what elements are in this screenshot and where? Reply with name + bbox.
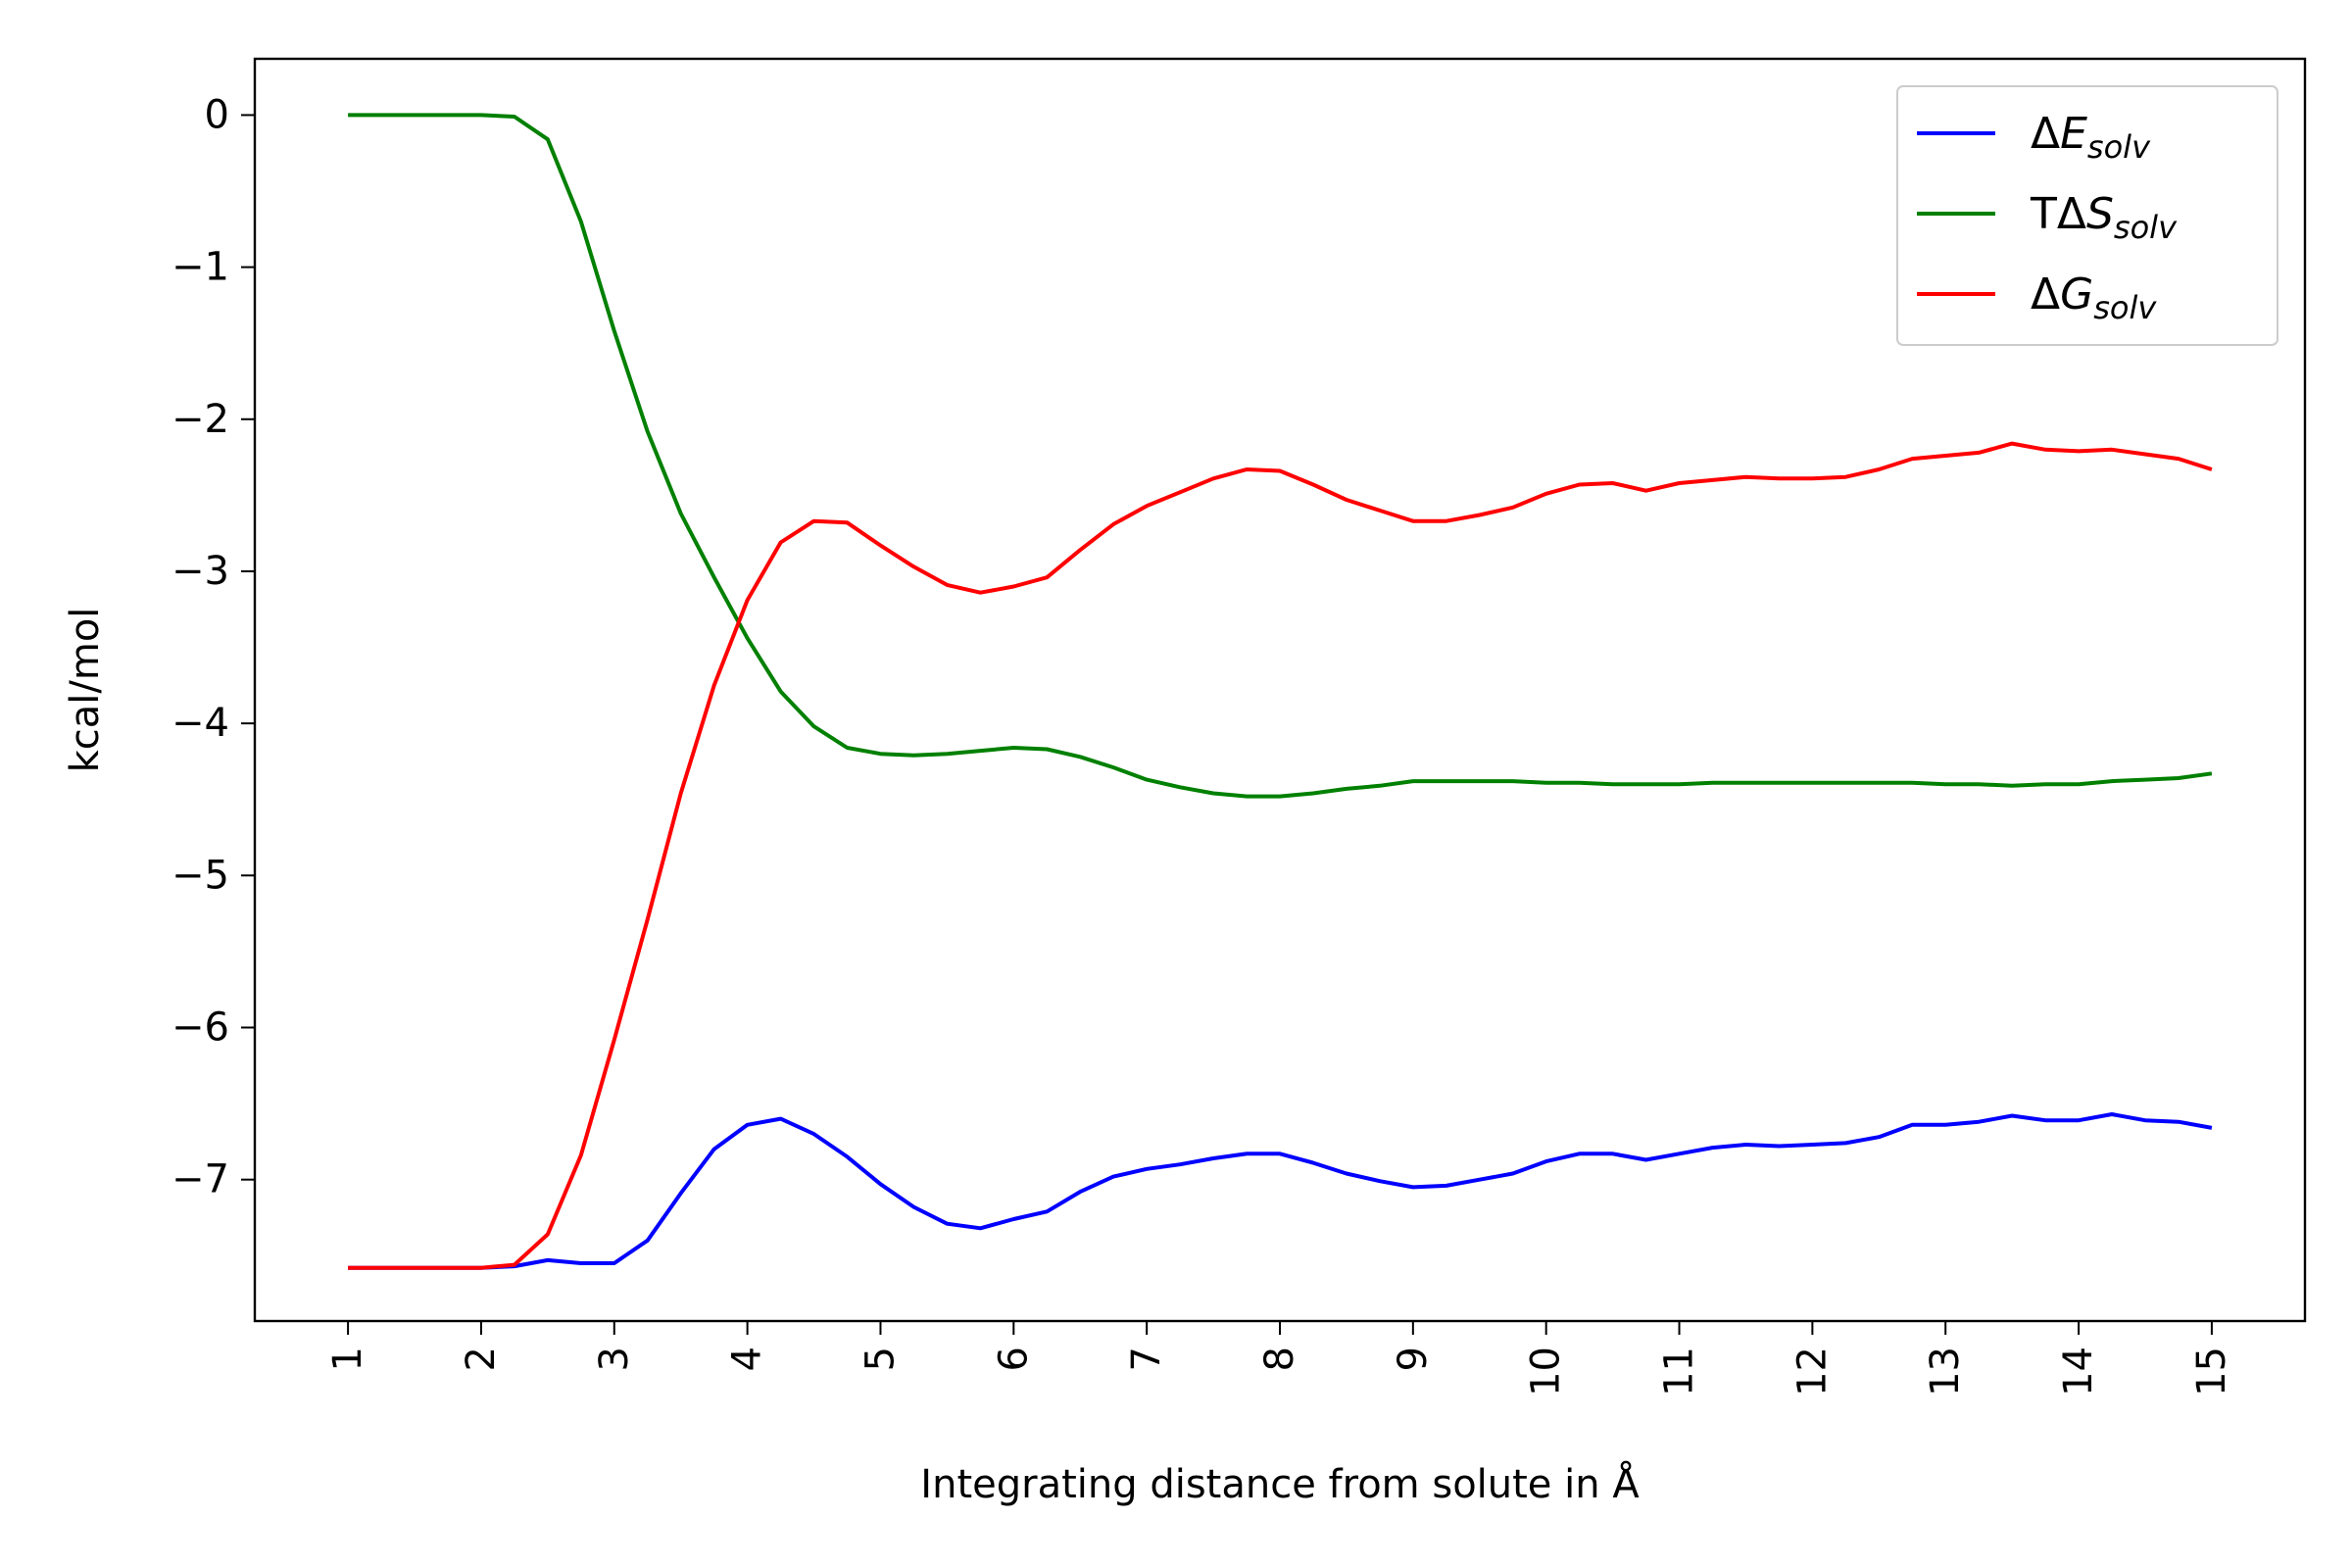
x-tick-label: 2 — [459, 1347, 504, 1371]
x-tick-label: 15 — [2189, 1347, 2234, 1396]
series-layer — [348, 113, 2213, 1270]
y-tick-label: −5 — [172, 853, 229, 898]
legend-entry: ΔGsolv — [2031, 270, 2157, 326]
y-tick-label: −3 — [172, 549, 229, 594]
x-tick-label: 13 — [1923, 1347, 1968, 1396]
y-axis: 0 −1 −2 −3 −4 −5 −6 −7 — [172, 92, 255, 1202]
x-tick-label: 8 — [1257, 1347, 1302, 1371]
y-tick-label: −2 — [172, 397, 229, 442]
series-line-2 — [348, 441, 2213, 1270]
x-tick-label: 11 — [1657, 1347, 1702, 1396]
x-tick-label: 9 — [1391, 1347, 1436, 1371]
x-tick-label: 14 — [2056, 1347, 2101, 1396]
x-tick-label: 5 — [858, 1347, 903, 1371]
y-tick-label: 0 — [205, 92, 229, 137]
y-tick-label: −7 — [172, 1157, 229, 1202]
y-tick-label: −4 — [172, 701, 229, 746]
series-line-0 — [348, 1112, 2213, 1270]
y-axis-label: kcal/mol — [63, 608, 108, 773]
y-tick-label: −1 — [172, 245, 229, 290]
x-axis: 1 2 3 4 5 6 7 8 9 10 11 12 13 14 15 — [325, 1321, 2234, 1396]
x-tick-label: 1 — [325, 1347, 370, 1371]
x-tick-label: 10 — [1524, 1347, 1569, 1396]
y-tick-label: −6 — [172, 1005, 229, 1051]
x-tick-label: 3 — [592, 1347, 637, 1371]
legend-entry: ΔEsolv — [2031, 109, 2151, 166]
x-tick-label: 6 — [991, 1347, 1036, 1371]
legend-box — [1896, 85, 2278, 346]
series-line-1 — [348, 113, 2213, 799]
x-tick-label: 7 — [1124, 1347, 1169, 1371]
legend-entry: TΔSsolv — [2030, 189, 2178, 246]
x-tick-label: 12 — [1789, 1347, 1835, 1396]
legend: ΔEsolv TΔSsolv ΔGsolv — [1896, 85, 2278, 346]
x-axis-label: Integrating distance from solute in Å — [920, 1460, 1640, 1507]
x-tick-label: 4 — [725, 1347, 770, 1371]
